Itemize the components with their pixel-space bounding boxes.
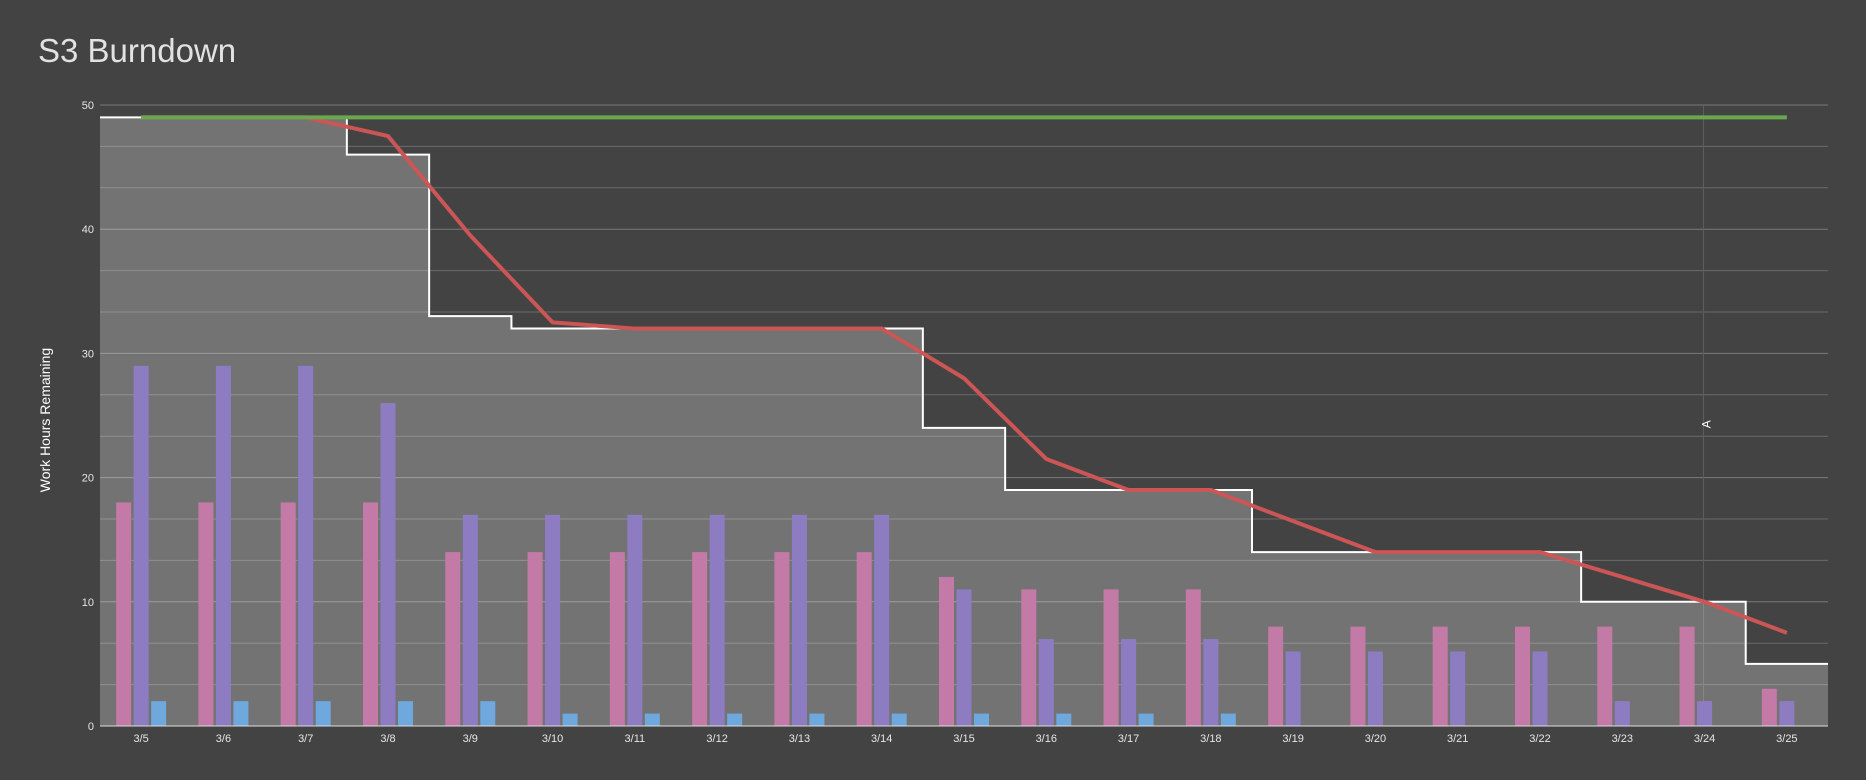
bar-layer	[116, 365, 1795, 726]
bar	[1056, 713, 1072, 726]
x-tick-label: 3/20	[1365, 733, 1386, 745]
x-tick-label: 3/13	[789, 733, 810, 745]
bar	[1779, 701, 1795, 726]
bar	[974, 713, 989, 726]
bar	[462, 514, 478, 726]
bar	[545, 514, 561, 726]
bar	[774, 552, 790, 726]
bar	[1285, 651, 1301, 726]
x-tick-label: 3/22	[1529, 733, 1550, 745]
bar	[198, 502, 214, 726]
chart-title: S3 Burndown	[38, 32, 237, 69]
x-tick-label: 3/25	[1776, 733, 1797, 745]
bar	[1021, 589, 1037, 726]
x-tick-label: 3/24	[1694, 733, 1715, 745]
bar	[298, 365, 314, 726]
x-tick-label: 3/23	[1612, 733, 1633, 745]
x-tick-label: 3/14	[871, 733, 892, 745]
x-tick-label: 3/21	[1447, 733, 1468, 745]
x-tick-label: 3/7	[298, 733, 313, 745]
bar	[727, 713, 743, 726]
bar	[1515, 626, 1530, 726]
bar	[791, 514, 807, 726]
bar	[856, 552, 872, 726]
bar	[1450, 651, 1466, 726]
bar	[215, 365, 231, 726]
x-tick-label: 3/11	[625, 733, 646, 745]
bar	[1367, 651, 1383, 726]
bar	[233, 701, 249, 726]
step-line	[100, 116, 1828, 665]
bar	[609, 552, 625, 726]
line-layer: A	[141, 115, 1788, 635]
bar	[280, 502, 296, 726]
x-tick-label: 3/10	[542, 733, 563, 745]
x-tick-label: 3/16	[1036, 733, 1057, 745]
bar	[1203, 639, 1219, 726]
bar	[151, 701, 167, 726]
y-tick-label: 30	[82, 348, 94, 360]
bar	[939, 576, 954, 726]
bar	[809, 713, 825, 726]
bar	[692, 552, 708, 726]
bar	[527, 552, 543, 726]
bar	[1268, 626, 1284, 726]
bar	[1432, 626, 1448, 726]
y-tick-label: 10	[82, 597, 94, 609]
bar	[398, 701, 413, 726]
bar	[1038, 639, 1054, 726]
bar	[891, 713, 907, 726]
bar	[380, 403, 396, 726]
x-tick-label: 3/12	[706, 733, 727, 745]
bar	[1697, 701, 1713, 726]
y-tick-label: 50	[82, 100, 94, 112]
bar	[480, 701, 496, 726]
bar	[1220, 713, 1236, 726]
annotation-label: A	[1700, 420, 1714, 428]
x-tick-label: 3/15	[953, 733, 974, 745]
series-line	[141, 115, 1788, 635]
x-tick-label: 3/19	[1282, 733, 1303, 745]
bar	[1185, 589, 1201, 726]
bar	[709, 514, 725, 726]
bar	[956, 589, 972, 726]
x-tick-label: 3/9	[463, 733, 478, 745]
bar	[1350, 626, 1366, 726]
bar	[644, 713, 660, 726]
bar	[1532, 651, 1548, 726]
bar	[874, 514, 890, 726]
bar	[1614, 701, 1630, 726]
y-tick-label: 20	[82, 473, 94, 485]
bar	[116, 502, 132, 726]
y-tick-label: 0	[88, 721, 94, 733]
bar	[1761, 688, 1777, 726]
x-tick-label: 3/8	[380, 733, 395, 745]
x-tick-label: 3/5	[133, 733, 148, 745]
y-tick-label: 40	[82, 224, 94, 236]
axis-layer: 0 10 20 30 40 50 3/5 3/6 3/7 3/8 3/9 3/10 3/11 3/12 3/…	[82, 100, 1828, 745]
y-axis-label: Work Hours Remaining	[37, 348, 53, 492]
bar	[1138, 713, 1154, 726]
bar	[1103, 589, 1119, 726]
bar	[315, 701, 331, 726]
bar	[627, 514, 643, 726]
bar	[1679, 626, 1695, 726]
bar	[1121, 639, 1137, 726]
bar	[133, 365, 149, 726]
x-tick-label: 3/18	[1200, 733, 1221, 745]
bar	[1597, 626, 1613, 726]
x-tick-label: 3/17	[1118, 733, 1139, 745]
bar	[445, 552, 461, 726]
bar	[363, 502, 378, 726]
bar	[562, 713, 578, 726]
x-tick-label: 3/6	[216, 733, 231, 745]
